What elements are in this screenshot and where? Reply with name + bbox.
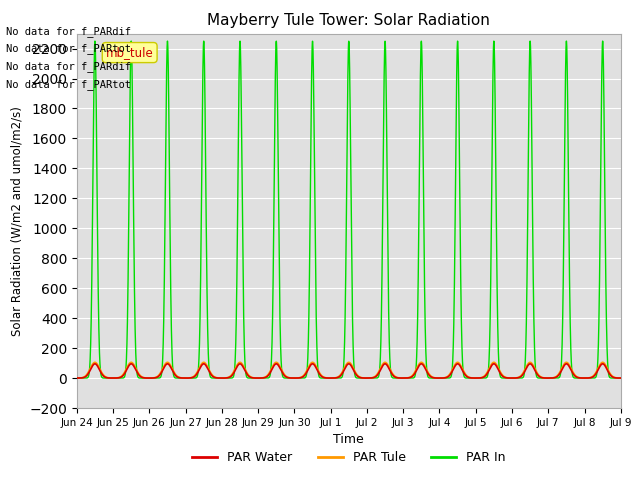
- X-axis label: Time: Time: [333, 433, 364, 446]
- Legend: PAR Water, PAR Tule, PAR In: PAR Water, PAR Tule, PAR In: [188, 446, 510, 469]
- Text: mb_tule: mb_tule: [106, 46, 154, 59]
- Y-axis label: Solar Radiation (W/m2 and umol/m2/s): Solar Radiation (W/m2 and umol/m2/s): [11, 106, 24, 336]
- Text: No data for f_PARtot: No data for f_PARtot: [6, 79, 131, 90]
- Title: Mayberry Tule Tower: Solar Radiation: Mayberry Tule Tower: Solar Radiation: [207, 13, 490, 28]
- Text: No data for f_PARdif: No data for f_PARdif: [6, 25, 131, 36]
- Text: No data for f_PARtot: No data for f_PARtot: [6, 43, 131, 54]
- Text: No data for f_PARdif: No data for f_PARdif: [6, 61, 131, 72]
